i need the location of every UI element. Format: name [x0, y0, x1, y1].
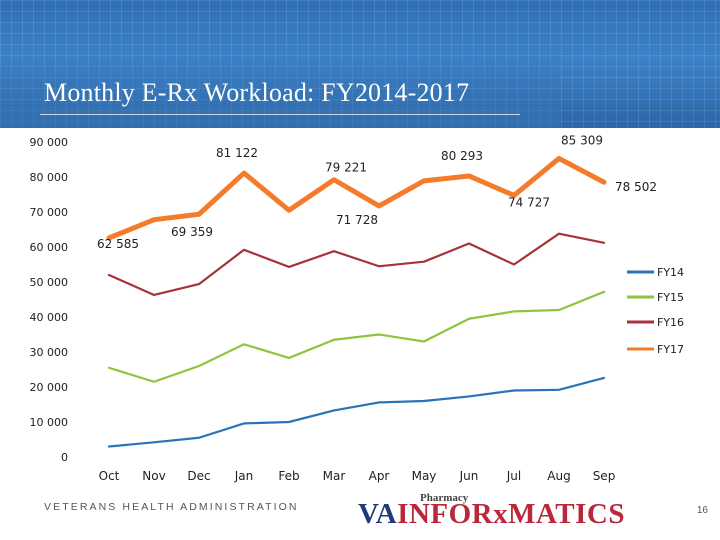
y-tick-label: 30 000 — [30, 346, 69, 359]
page-title: Monthly E-Rx Workload: FY2014-2017 — [44, 78, 470, 107]
y-tick-label: 70 000 — [30, 206, 69, 219]
data-label: 81 122 — [216, 146, 258, 160]
y-tick-label: 60 000 — [30, 241, 69, 254]
x-tick-label: May — [412, 469, 437, 483]
y-tick-label: 40 000 — [30, 311, 69, 324]
legend-label-fy16: FY16 — [657, 316, 684, 329]
series-line-fy15 — [107, 290, 606, 383]
legend-label-fy14: FY14 — [657, 266, 684, 279]
data-label: 78 502 — [615, 180, 657, 194]
title-banner: Monthly E-Rx Workload: FY2014-2017 — [0, 0, 720, 128]
series-line-fy17 — [106, 155, 607, 241]
y-tick-label: 50 000 — [30, 276, 69, 289]
page-number: 16 — [696, 505, 708, 516]
y-tick-label: 0 — [61, 451, 68, 464]
logo-wordmark: VAINFORxMATICS — [358, 498, 625, 531]
data-label: 71 728 — [336, 213, 378, 227]
pharmacy-informatics-logo: Pharmacy VAINFORxMATICS — [358, 492, 634, 532]
x-tick-label: Jun — [459, 469, 479, 483]
title-underline — [40, 114, 520, 115]
banner-shade — [0, 40, 560, 128]
x-tick-label: Aug — [547, 469, 570, 483]
footer-org-name: VETERANS HEALTH ADMINISTRATION — [44, 501, 299, 513]
data-label: 62 585 — [97, 237, 139, 251]
data-label: 79 221 — [325, 161, 367, 175]
x-tick-label: Feb — [278, 469, 299, 483]
y-tick-label: 90 000 — [30, 136, 69, 149]
x-tick-label: Jul — [506, 469, 521, 483]
x-tick-label: Nov — [142, 469, 165, 483]
data-label: 80 293 — [441, 149, 483, 163]
data-label: 85 309 — [561, 133, 603, 147]
x-tick-label: Mar — [323, 469, 346, 483]
y-tick-label: 10 000 — [30, 416, 69, 429]
logo-va-text: VA — [358, 498, 398, 530]
x-tick-label: Sep — [593, 469, 616, 483]
x-tick-label: Dec — [187, 469, 210, 483]
legend-label-fy17: FY17 — [657, 343, 684, 356]
x-tick-label: Jan — [234, 469, 254, 483]
chart-container: 0 10 000 20 000 30 000 40 000 50 000 60 000 70 … — [24, 130, 714, 490]
logo-pharmacy-text: Pharmacy — [420, 492, 469, 504]
line-chart: 0 10 000 20 000 30 000 40 000 50 000 60 000 70 … — [30, 133, 685, 483]
series-line-fy14 — [107, 376, 606, 448]
logo-informatics-text: INFORxMATICS — [397, 498, 625, 530]
data-label: 69 359 — [171, 225, 213, 239]
x-tick-label: Oct — [99, 469, 120, 483]
data-label: 74 727 — [508, 195, 550, 209]
legend-label-fy15: FY15 — [657, 291, 684, 304]
y-tick-label: 80 000 — [30, 171, 69, 184]
x-tick-label: Apr — [369, 469, 390, 483]
y-tick-label: 20 000 — [30, 381, 69, 394]
series-line-fy16 — [107, 232, 606, 297]
